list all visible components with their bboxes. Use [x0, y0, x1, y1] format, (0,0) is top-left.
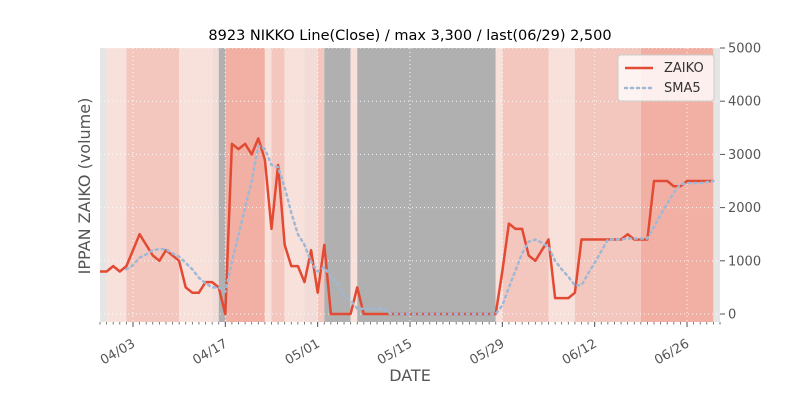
background-band — [324, 48, 351, 322]
x-tick-label: 04/17 — [190, 336, 230, 368]
background-band — [179, 48, 213, 322]
legend-box — [617, 54, 715, 102]
x-tick-label: 05/01 — [283, 336, 323, 368]
background-bands — [100, 48, 720, 322]
chart-title: 8923 NIKKO Line(Close) / max 3,300 / las… — [208, 28, 611, 44]
background-band — [350, 48, 358, 322]
series-layer — [100, 137, 715, 316]
grid-lines — [100, 47, 720, 322]
background-band — [502, 48, 549, 322]
y-tick-label: 0 — [728, 308, 736, 323]
x-tick-label: 05/29 — [467, 336, 507, 368]
background-band — [284, 48, 305, 322]
background-band — [357, 48, 496, 322]
background-band — [317, 48, 325, 322]
background-band — [495, 48, 503, 322]
background-band — [713, 48, 720, 322]
x-tick-label: 05/15 — [375, 336, 415, 368]
background-band — [271, 48, 285, 322]
x-tick-label: 06/26 — [652, 336, 692, 368]
background-band — [225, 48, 265, 322]
background-band — [218, 48, 226, 322]
y-tick-label: 4000 — [728, 95, 761, 110]
x-axis-title: DATE — [389, 366, 431, 385]
y-tick-label: 5000 — [728, 42, 761, 57]
series-line-sma5 — [125, 144, 715, 316]
y-tick-label: 1000 — [728, 254, 761, 269]
y-tick-label: 2000 — [728, 201, 761, 216]
background-band — [106, 48, 127, 322]
legend-label-sma5: SMA5 — [664, 81, 701, 96]
background-band — [212, 48, 219, 322]
background-band — [100, 48, 107, 322]
y-tick-label: 3000 — [728, 148, 761, 163]
background-band — [304, 48, 318, 322]
x-tick-label: 06/12 — [560, 336, 600, 368]
x-tick-label: 04/03 — [98, 336, 138, 368]
legend: ZAIKO SMA5 — [617, 54, 715, 102]
background-band — [126, 48, 180, 322]
legend-label-zaiko: ZAIKO — [664, 61, 704, 76]
y-axis-title: IPPAN ZAIKO (volume) — [75, 98, 94, 275]
